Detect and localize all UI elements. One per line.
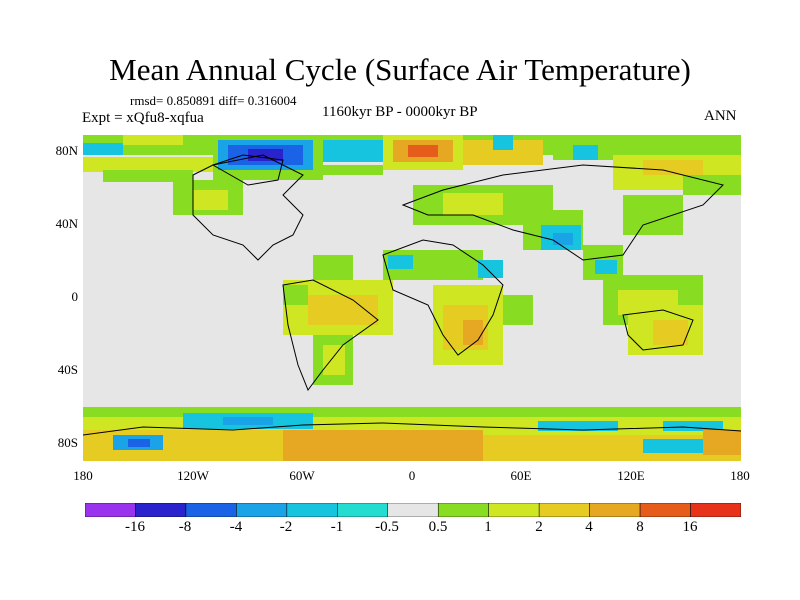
tropical-anomalies	[283, 275, 703, 385]
colorbar-label: -16	[125, 519, 145, 535]
rmsd-diff-stats: rmsd= 0.850891 diff= 0.316004	[130, 93, 297, 108]
colorbar-swatch	[589, 502, 641, 518]
colorbar	[84, 502, 742, 518]
southern-anomalies	[83, 407, 741, 461]
midlatitude-anomalies	[173, 180, 683, 280]
lon-label-180e: 180	[730, 468, 750, 483]
colorbar-swatch	[488, 502, 540, 518]
lon-label-120e: 120E	[617, 468, 645, 483]
colorbar-swatch	[437, 502, 489, 518]
temperature-anomaly-map	[83, 135, 741, 461]
lat-label-0: 0	[71, 289, 79, 304]
antarctica-coast	[83, 422, 741, 436]
colorbar-swatch	[639, 502, 691, 518]
colorbar-label: -4	[229, 519, 243, 535]
colorbar-label: 16	[682, 519, 698, 535]
colorbar-label: 8	[636, 519, 644, 535]
colorbar-label: 2	[535, 519, 543, 535]
lat-label-80n: 80N	[55, 143, 78, 158]
lon-label-60e: 60E	[510, 468, 532, 483]
colorbar-swatch	[387, 502, 439, 518]
lon-label-180w: 180	[73, 468, 93, 483]
experiment-label: Expt = xQfu8-xqfua	[82, 110, 204, 126]
eurasia-coast	[401, 164, 724, 261]
colorbar-label: -2	[279, 519, 293, 535]
colorbar-swatch	[84, 502, 136, 518]
colorbar-swatch	[690, 502, 742, 518]
period-label: 1160kyr BP - 0000kyr BP	[322, 104, 478, 120]
south-america-coast	[282, 279, 379, 392]
colorbar-swatch	[538, 502, 590, 518]
colorbar-swatch	[236, 502, 288, 518]
lon-label-120w: 120W	[177, 468, 209, 483]
lat-label-40s: 40S	[57, 362, 78, 377]
colorbar-svg	[84, 502, 742, 518]
coastlines	[83, 154, 741, 436]
season-label: ANN	[704, 108, 737, 124]
colorbar-swatch	[135, 502, 187, 518]
australia-coast	[622, 309, 694, 351]
colorbar-label: 0.5	[428, 519, 448, 535]
lat-label-80s: 80S	[57, 435, 78, 450]
lon-label-60w: 60W	[289, 468, 315, 483]
lat-label-40n: 40N	[55, 216, 78, 231]
colorbar-swatch	[337, 502, 389, 518]
colorbar-label: -8	[178, 519, 192, 535]
colorbar-label: -1	[330, 519, 344, 535]
greenland-coast	[211, 154, 284, 186]
colorbar-label: -0.5	[375, 519, 399, 535]
colorbar-label: 1	[484, 519, 492, 535]
africa-coast	[382, 239, 504, 356]
north-america-coast	[192, 154, 304, 261]
colorbar-swatch	[185, 502, 237, 518]
arctic-anomalies	[83, 135, 741, 195]
lon-label-0: 0	[408, 468, 416, 483]
colorbar-swatch	[286, 502, 338, 518]
plot-title: Mean Annual Cycle (Surface Air Temperatu…	[109, 52, 691, 87]
colorbar-label: 4	[585, 519, 593, 535]
